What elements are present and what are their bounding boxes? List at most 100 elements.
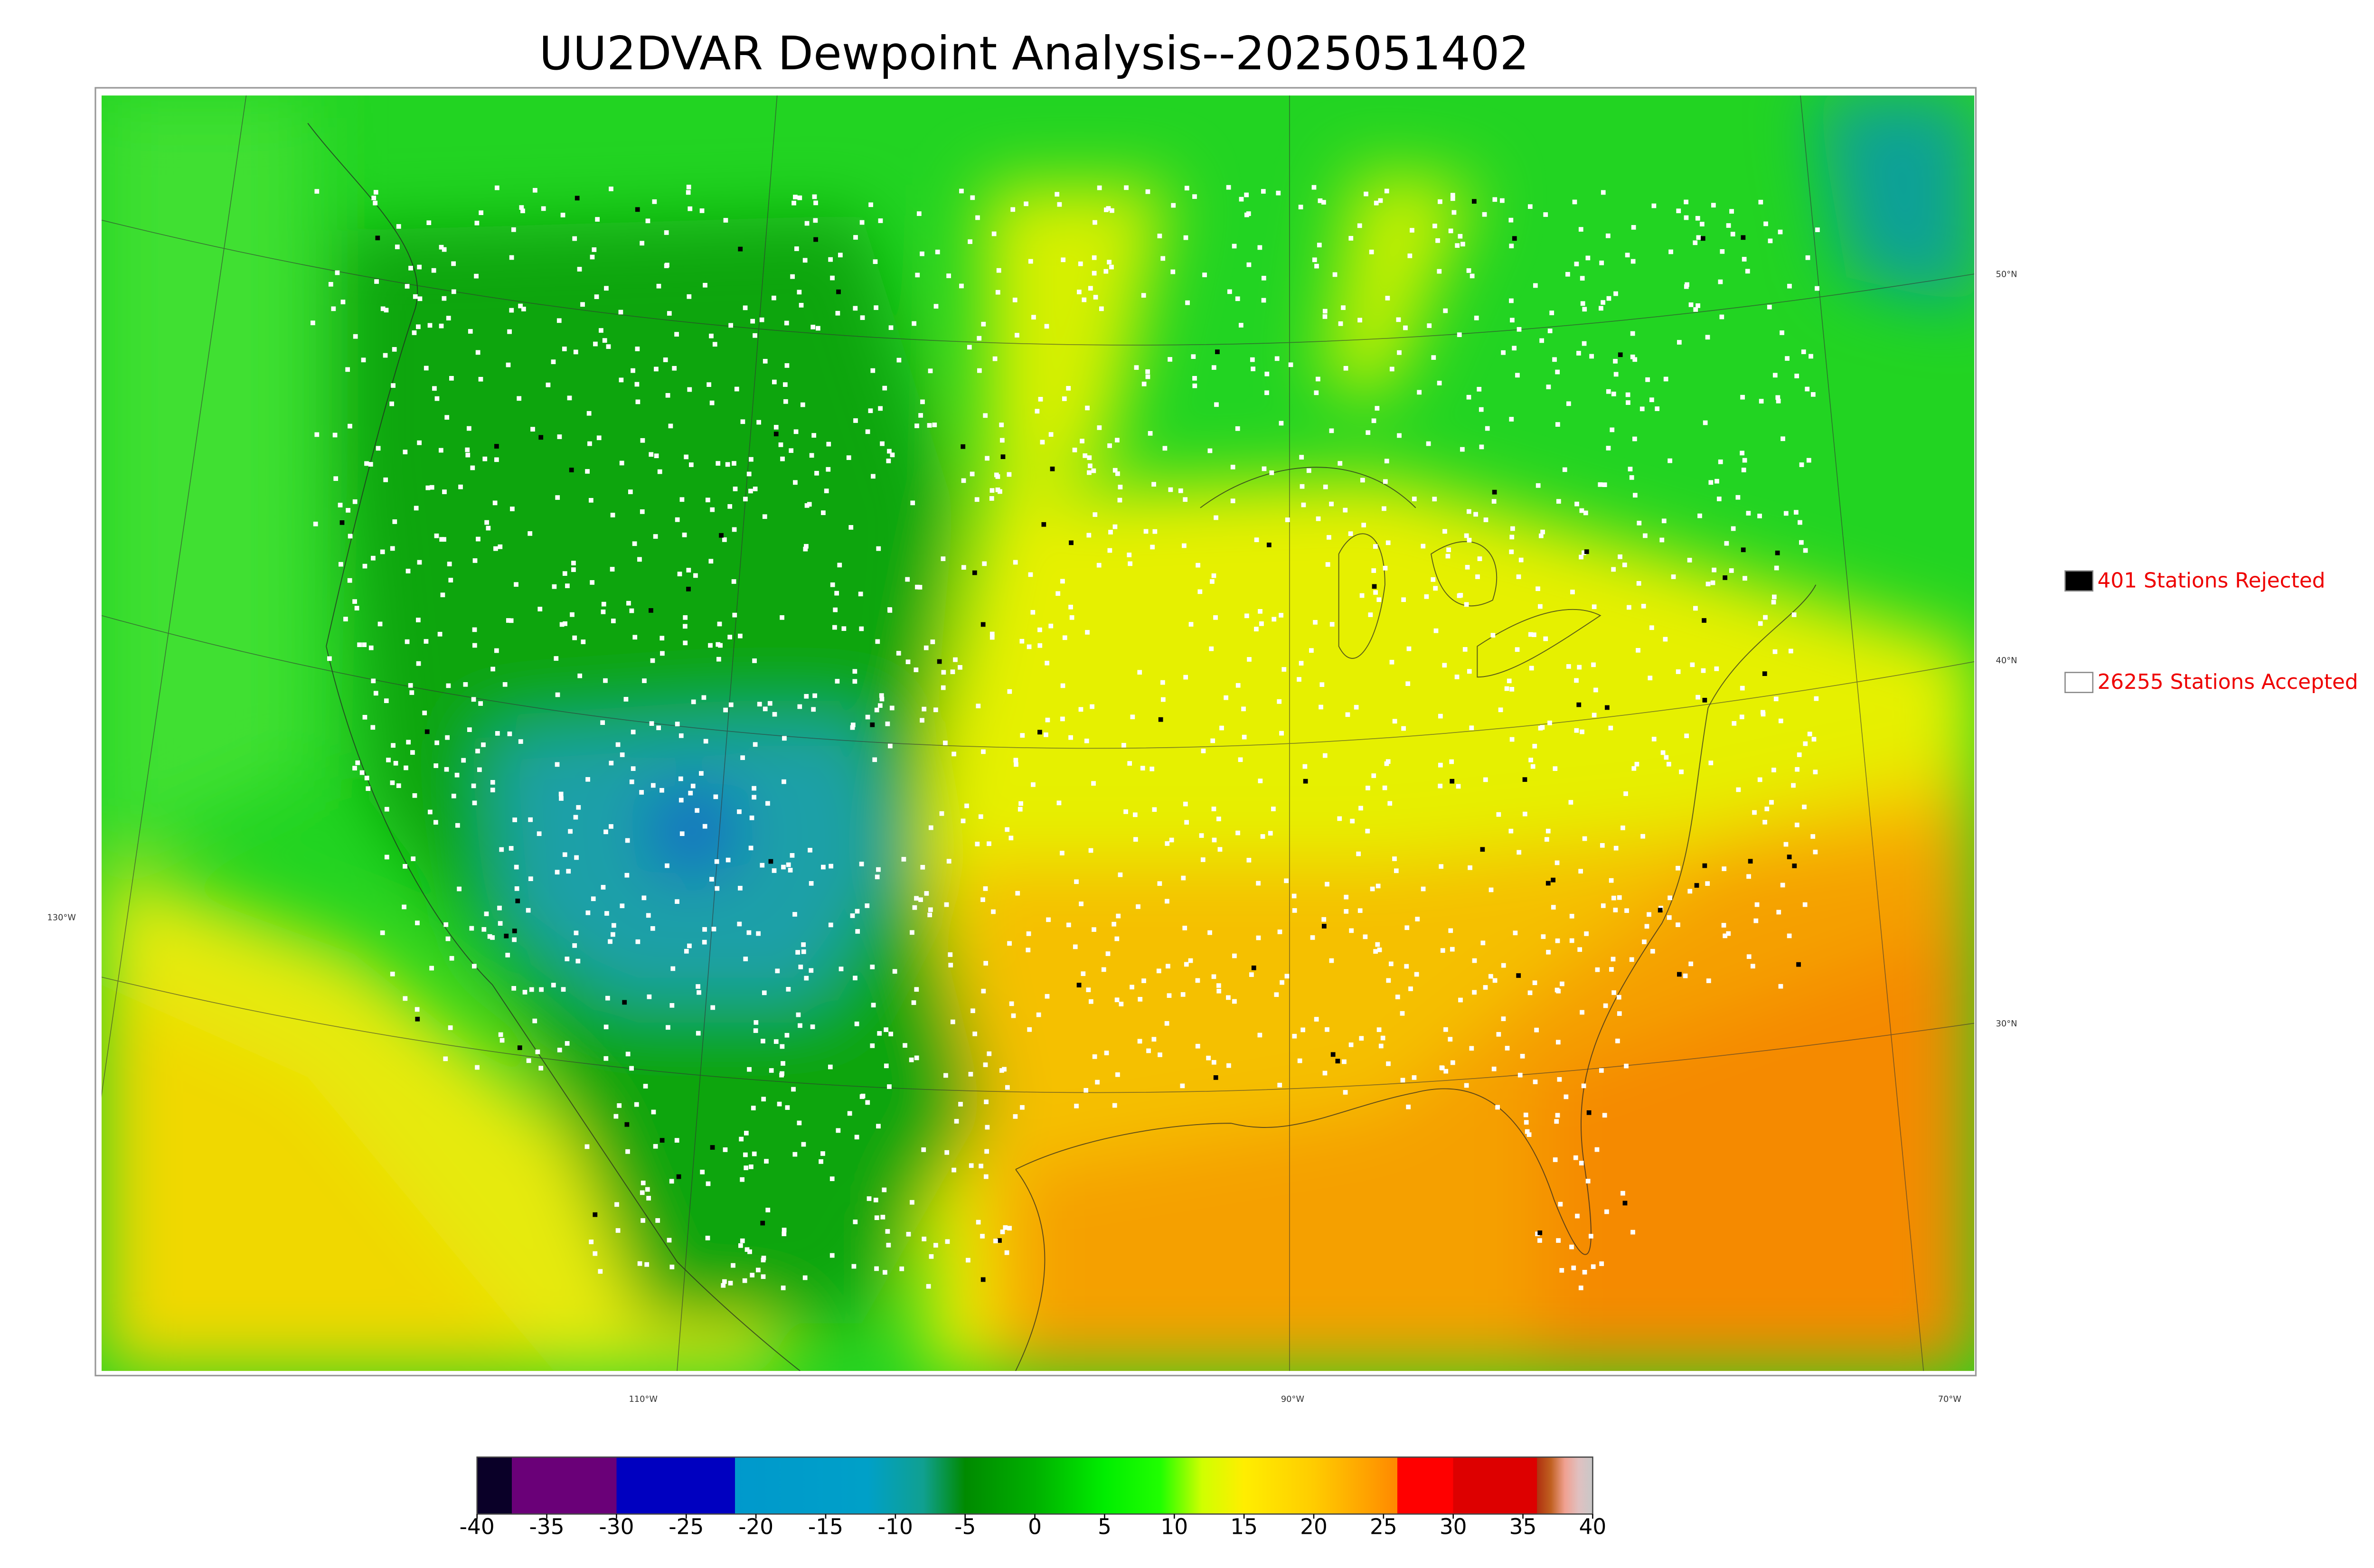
station-dot [732, 461, 736, 466]
station-dot [1696, 235, 1701, 240]
station-dot [903, 1043, 907, 1048]
station-dot [1772, 649, 1778, 654]
station-dot [797, 1120, 802, 1126]
station-dot [1615, 1038, 1620, 1043]
station-dot [967, 345, 972, 350]
station-dot [1726, 931, 1731, 936]
station-dot [512, 937, 517, 942]
station-dot [791, 1087, 796, 1092]
station-dot [1720, 249, 1725, 254]
station-dot [1068, 604, 1073, 610]
station-dot [637, 557, 642, 562]
station-dot [1501, 1016, 1506, 1021]
station-dot [437, 631, 443, 637]
station-dot [1602, 1113, 1607, 1118]
station-dot [1775, 395, 1780, 400]
station-dot [1372, 584, 1377, 589]
station-dot [851, 1264, 857, 1269]
station-dot [1238, 323, 1244, 328]
station-dot [1551, 877, 1555, 883]
station-dot [1158, 717, 1163, 722]
station-dot [738, 633, 743, 638]
station-dot [1165, 841, 1170, 846]
station-dot [1460, 242, 1465, 247]
station-dot [659, 788, 664, 793]
station-dot [1798, 520, 1802, 525]
lon-label: 70°W [1938, 1394, 1962, 1404]
station-dot [529, 987, 534, 992]
station-dot [672, 366, 677, 371]
station-dot [804, 221, 810, 226]
station-dot [1149, 766, 1155, 771]
station-dot [1368, 612, 1373, 617]
station-dot [1753, 918, 1759, 923]
station-dot [970, 471, 975, 477]
station-dot [1547, 329, 1553, 333]
station-dot [983, 961, 989, 966]
station-dot [875, 874, 880, 880]
station-dot [1300, 1027, 1305, 1033]
station-dot [1384, 188, 1389, 194]
station-dot [800, 402, 805, 407]
station-dot [1710, 580, 1715, 585]
station-dot [1421, 886, 1426, 892]
station-dot [1663, 376, 1668, 382]
station-dot [1636, 581, 1641, 586]
station-dot [1196, 563, 1200, 568]
station-dot [1599, 260, 1604, 265]
station-dot [789, 448, 794, 453]
station-dot [560, 213, 565, 217]
station-dot [1611, 957, 1616, 962]
station-dot [377, 621, 383, 627]
station-dot [801, 1142, 806, 1147]
station-dot [1210, 579, 1215, 584]
station-dot [1462, 647, 1468, 652]
station-dot [1207, 930, 1212, 935]
station-dot [1618, 352, 1623, 357]
station-dot [623, 697, 629, 702]
station-dot [744, 1131, 749, 1136]
station-dot [985, 456, 989, 461]
station-dot [753, 742, 758, 747]
station-dot [562, 571, 567, 576]
station-dot [687, 294, 692, 299]
station-dot [504, 933, 509, 939]
station-dot [885, 1229, 890, 1234]
station-dot [1217, 847, 1223, 852]
station-dot [619, 460, 624, 466]
station-dot [1643, 533, 1648, 538]
station-dot [1613, 845, 1619, 851]
station-dot [725, 462, 730, 467]
station-dot [393, 761, 398, 766]
station-dot [1687, 558, 1692, 563]
station-dot [1117, 498, 1122, 503]
station-dot [442, 247, 447, 252]
station-dot [1026, 931, 1031, 936]
station-dot [1188, 958, 1193, 963]
station-dot [740, 1238, 745, 1243]
station-dot [737, 921, 742, 927]
station-dot [1297, 677, 1301, 682]
station-dot [1613, 291, 1618, 296]
station-dot [875, 639, 880, 644]
station-dot [1810, 834, 1816, 839]
station-dot [1466, 268, 1471, 273]
station-dot [1764, 807, 1770, 811]
station-dot [688, 206, 693, 211]
station-dot [868, 408, 873, 413]
station-dot [961, 444, 966, 449]
station-dot [1549, 310, 1554, 315]
station-dot [517, 1045, 522, 1050]
station-dot [1624, 908, 1629, 913]
station-dot [924, 891, 929, 896]
station-dot [1235, 296, 1240, 301]
station-dot [896, 357, 902, 363]
station-dot [737, 809, 742, 814]
station-dot [1532, 980, 1537, 986]
station-dot [624, 873, 630, 878]
station-dot [1510, 526, 1515, 531]
station-dot [1746, 954, 1752, 959]
station-dot [860, 1093, 866, 1099]
station-dot [748, 845, 754, 851]
